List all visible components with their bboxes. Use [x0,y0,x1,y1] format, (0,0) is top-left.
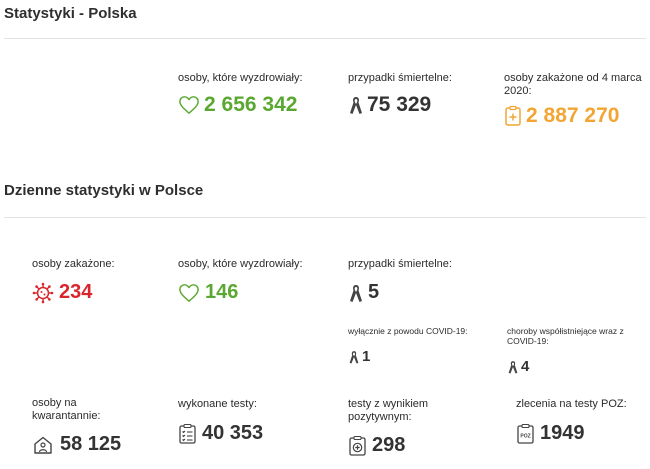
quarantine-card: osoby na kwarantannie: [32,397,122,423]
daily-recovered-card: osoby, które wyzdrowiały: 146 [178,258,338,304]
poz-orders-card: zlecenia na testy POZ: POZ 1949 [516,398,646,445]
quarantine-label: osoby na kwarantannie: [32,397,101,422]
covid-only-value: 1 [362,348,371,365]
daily-infected-card: osoby zakażone: 234 [32,258,152,304]
poland-deaths-card: przypadki śmiertelne: 75 329 [348,72,498,117]
ribbon-icon [348,94,364,116]
poz-orders-label: zlecenia na testy POZ: [516,398,627,410]
heart-icon [178,95,200,115]
heart-icon [178,283,200,303]
positive-test-icon [348,435,368,457]
poz-icon-text: POZ [520,433,530,439]
ribbon-icon [348,282,364,304]
daily-deaths-card: przypadki śmiertelne: 5 [348,258,498,304]
daily-infected-label: osoby zakażone: [32,258,115,270]
quarantine-value: 58 125 [60,433,122,455]
poz-orders-value: 1949 [540,422,585,444]
clipboard-cross-icon [504,105,522,127]
quarantine-stat: 58 125 [32,433,121,456]
daily-deaths-label: przypadki śmiertelne: [348,258,452,270]
home-person-icon [32,435,54,455]
poland-infected-label: osoby zakażone od 4 marca 2020: [504,72,642,97]
ribbon-icon [348,349,360,365]
comorbid-label: choroby współistniejące wraz z COVID-19: [507,326,624,346]
comorbid-value: 4 [521,358,530,375]
section-divider [4,217,646,218]
poland-recovered-value: 2 656 342 [204,93,298,116]
tests-label: wykonane testy: [178,398,257,410]
daily-recovered-label: osoby, które wyzdrowiały: [178,258,303,270]
poland-section-title: Statystyki - Polska [4,5,137,22]
daily-section-title: Dzienne statystyki w Polsce [4,182,204,199]
positive-tests-value: 298 [372,434,406,456]
covid-only-card: wyłącznie z powodu COVID-19: 1 [348,326,488,365]
covid-only-label: wyłącznie z powodu COVID-19: [348,326,468,336]
daily-deaths-value: 5 [368,281,380,303]
positive-tests-label: testy z wynikiem pozytywnym: [348,398,429,423]
clipboard-list-icon [178,423,198,445]
daily-recovered-value: 146 [205,281,239,303]
positive-tests-card: testy z wynikiem pozytywnym: 298 [348,398,458,457]
poland-deaths-value: 75 329 [367,93,432,116]
virus-icon [32,282,54,304]
daily-infected-value: 234 [59,281,93,303]
poland-deaths-label: przypadki śmiertelne: [348,72,452,84]
tests-card: wykonane testy: 40 353 [178,398,328,445]
ribbon-icon [507,359,519,375]
poland-recovered-card: osoby, które wyzdrowiały: 2 656 342 [178,72,338,117]
poz-clipboard-icon: POZ [516,423,536,445]
poland-infected-card: osoby zakażone od 4 marca 2020: 2 887 27… [504,72,644,128]
poland-recovered-label: osoby, które wyzdrowiały: [178,72,303,84]
section-divider [4,38,646,39]
tests-value: 40 353 [202,422,264,444]
poland-infected-value: 2 887 270 [526,104,620,127]
comorbid-card: choroby współistniejące wraz z COVID-19:… [507,326,647,375]
